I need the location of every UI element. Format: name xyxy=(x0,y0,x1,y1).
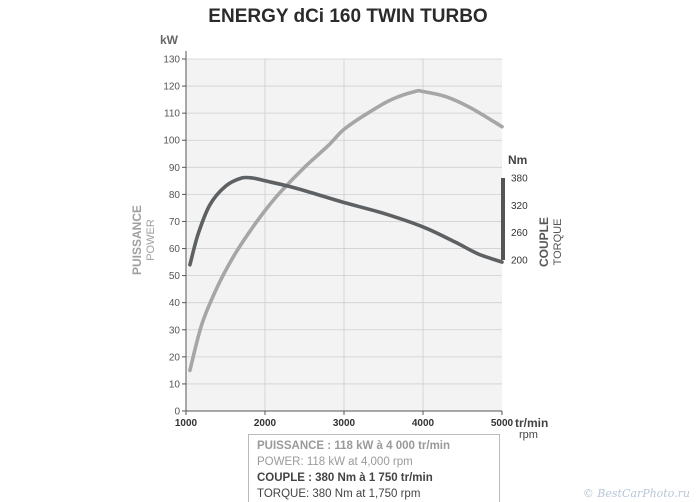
y-left-label-fr: PUISSANCE xyxy=(130,205,144,275)
y-axis-right xyxy=(501,178,505,260)
y-left-tick-label: 80 xyxy=(169,190,181,201)
legend-power-en: POWER: 118 kW at 4,000 rpm xyxy=(257,456,413,468)
y-left-label-en: POWER xyxy=(145,219,157,261)
series-layer xyxy=(188,88,504,373)
y-left-tick-label: 20 xyxy=(169,352,181,363)
legend-torque-fr: COUPLE : 380 Nm à 1 750 tr/min xyxy=(257,472,433,484)
y-left-label: PUISSANCE POWER xyxy=(130,205,157,275)
y-left-tick-label: 60 xyxy=(169,244,181,255)
y-left-tick-label: 30 xyxy=(169,325,181,336)
y-left-tick-label: 50 xyxy=(169,271,181,282)
legend-power-fr-value: 118 kW à 4 000 tr/min xyxy=(334,440,451,452)
y-left-unit: kW xyxy=(160,33,179,47)
y-right-tick-label: 380 xyxy=(511,174,528,185)
y-left-tick-label: 70 xyxy=(169,217,181,228)
y-left-tick-label: 110 xyxy=(164,109,180,120)
y-left-tick-label: 40 xyxy=(169,298,181,309)
axes: 0 10 20 30 40 50 60 70 80 90 100 110 120 130 1000 2000 3… xyxy=(163,51,528,429)
y-right-label-fr: COUPLE xyxy=(537,217,551,267)
y-left-tick-label: 120 xyxy=(163,82,180,93)
x-tick-label: 3000 xyxy=(333,418,356,429)
series-line-couple xyxy=(188,175,504,267)
y-right-label: COUPLE TORQUE xyxy=(537,217,564,267)
watermark: © BestCarPhoto.ru xyxy=(582,487,690,500)
legend-power-fr: PUISSANCE : 118 kW à 4 000 tr/min xyxy=(257,438,499,454)
y-right-tick-label: 320 xyxy=(511,201,528,212)
legend-box: PUISSANCE : 118 kW à 4 000 tr/min POWER:… xyxy=(248,434,500,502)
y-left-tick-label: 130 xyxy=(163,55,180,66)
chart-title: ENERGY dCi 160 TWIN TURBO xyxy=(208,6,487,27)
y-right-tick-label: 200 xyxy=(511,256,528,267)
x-tick-label: 1000 xyxy=(175,418,198,429)
x-unit-sub: rpm xyxy=(519,429,538,441)
y-right-tick-label: 260 xyxy=(511,228,528,239)
y-left-tick-label: 90 xyxy=(169,163,181,174)
y-left-tick-label: 0 xyxy=(174,407,180,418)
y-left-tick-label: 10 xyxy=(169,379,181,390)
x-tick-label: 4000 xyxy=(412,418,435,429)
y-left-tick-label: 100 xyxy=(163,136,180,147)
y-right-label-en: TORQUE xyxy=(552,219,564,266)
y-right-unit: Nm xyxy=(508,153,527,167)
grid xyxy=(186,58,502,411)
legend-power-fr-label: PUISSANCE : xyxy=(257,440,332,452)
series-line-puissance xyxy=(188,88,504,373)
x-unit-main: tr/min xyxy=(515,416,548,430)
x-tick-label: 5000 xyxy=(491,418,514,429)
legend-torque-en: TORQUE: 380 Nm at 1,750 rpm xyxy=(257,488,421,500)
x-tick-label: 2000 xyxy=(254,418,277,429)
